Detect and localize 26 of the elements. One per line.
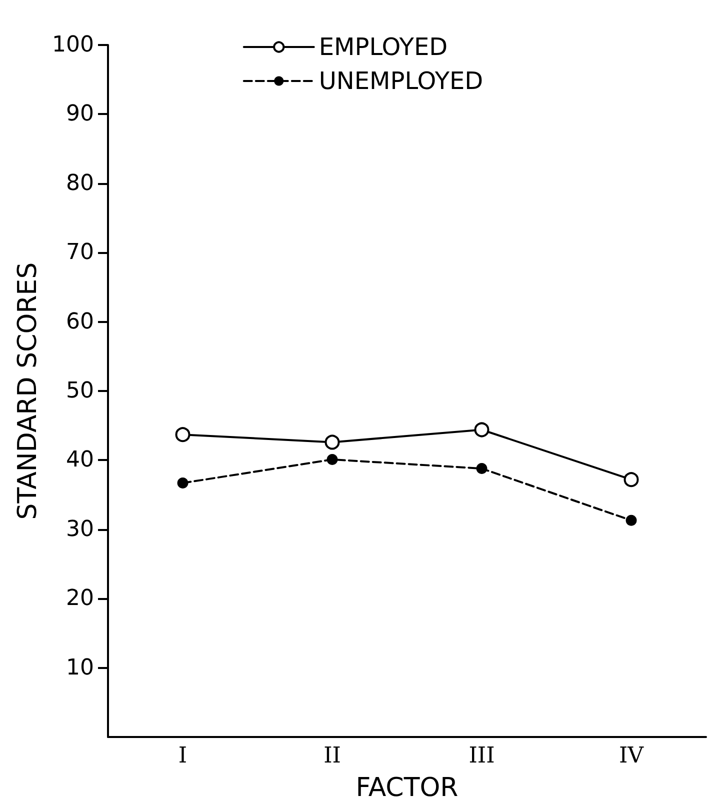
point <box>624 472 639 488</box>
point <box>476 463 488 474</box>
legend-label: EMPLOYED <box>318 33 448 61</box>
point <box>177 478 188 489</box>
x-tick-label: II <box>324 744 341 768</box>
point <box>324 434 340 450</box>
y-axis-title: STANDARD SCORES <box>13 262 44 520</box>
x-tick-label: III <box>468 744 495 768</box>
y-tick-label: 40 <box>66 448 94 473</box>
y-tick-label: 30 <box>66 516 94 542</box>
x-tick-label: IV <box>618 744 645 768</box>
y-tick-label: 70 <box>66 240 94 266</box>
y-tick-label: 20 <box>66 586 94 612</box>
point <box>175 427 190 442</box>
point <box>626 514 637 526</box>
y-tick-label: 60 <box>66 309 94 334</box>
point <box>474 422 490 438</box>
y-tick-label: 50 <box>66 378 94 404</box>
y-tick-label: 10 <box>66 655 94 680</box>
y-tick-label: 80 <box>66 170 94 196</box>
y-tick-label: 90 <box>66 102 94 127</box>
x-axis-title: FACTOR <box>356 773 458 803</box>
point <box>326 454 338 466</box>
x-tick-label: I <box>178 744 188 768</box>
y-tick-label: 100 <box>52 32 94 58</box>
legend-label: UNEMPLOYED <box>318 67 484 95</box>
